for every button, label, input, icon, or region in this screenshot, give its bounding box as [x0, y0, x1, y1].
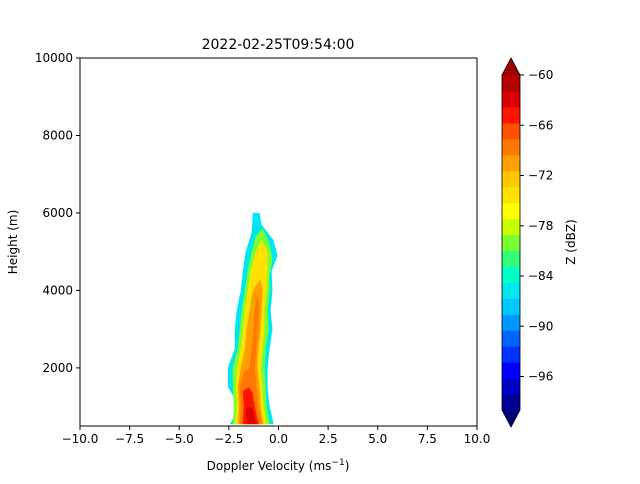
x-tick-label: 10.0 [464, 432, 491, 446]
colorbar-segment [502, 282, 520, 299]
colorbar-segment [502, 218, 520, 236]
colorbar-ticks: −96 −90 −84 −78 −72 −66 −60 [520, 68, 553, 384]
colorbar-tick-label: −96 [528, 370, 553, 384]
colorbar-segment [502, 250, 520, 268]
colorbar-segment [502, 154, 520, 172]
colorbar-tick-label: −66 [528, 118, 553, 132]
colorbar-outline [501, 57, 521, 428]
colorbar-segment [502, 362, 520, 379]
x-axis-label-tail: ) [345, 459, 350, 473]
plot-frame [79, 57, 478, 427]
colorbar-segment [502, 234, 520, 252]
colorbar-tick-label: −84 [528, 269, 553, 283]
colorbar [501, 57, 521, 428]
colorbar-extend-top [502, 58, 520, 75]
x-tick-label: 2.5 [319, 432, 338, 446]
colorbar-tick-label: −78 [528, 219, 553, 233]
x-tick-label: −7.5 [115, 432, 144, 446]
colorbar-segment [502, 170, 520, 188]
y-tick-label: 8000 [42, 128, 73, 142]
y-tick-label: 2000 [42, 361, 73, 375]
x-tick-label: 5.0 [368, 432, 387, 446]
x-tick-label: −2.5 [214, 432, 243, 446]
colorbar-segment [502, 138, 520, 156]
x-tick-label: −10.0 [62, 432, 99, 446]
colorbar-segment [502, 186, 520, 204]
colorbar-segment [502, 378, 520, 395]
x-axis-label-superscript: −1 [331, 458, 344, 468]
colorbar-segment [502, 330, 520, 347]
chart-title: 2022-02-25T09:54:00 [202, 37, 355, 53]
colorbar-segment [502, 106, 520, 124]
colorbar-label: Z (dBZ) [564, 219, 578, 264]
y-tick-label: 4000 [42, 283, 73, 297]
contour-region [245, 406, 256, 425]
colorbar-tick-label: −60 [528, 68, 553, 82]
x-tick-label: −5.0 [165, 432, 194, 446]
x-axis-label: Doppler Velocity (ms−1) [207, 458, 350, 473]
colorbar-segment [502, 266, 520, 283]
x-axis-label-main: Doppler Velocity (ms [207, 459, 332, 473]
colorbar-segment [502, 394, 520, 411]
y-axis: 2000 4000 6000 8000 10000 [35, 51, 80, 375]
y-axis-label: Height (m) [6, 210, 20, 275]
y-tick-label: 6000 [42, 206, 73, 220]
x-tick-label: 7.5 [418, 432, 437, 446]
colorbar-segment [502, 90, 520, 108]
colorbar-tick-label: −90 [528, 319, 553, 333]
colorbar-segment [502, 202, 520, 220]
colorbar-segment [502, 122, 520, 140]
colorbar-segment [502, 298, 520, 315]
colorbar-tick-label: −72 [528, 169, 553, 183]
colorbar-segment [502, 75, 520, 92]
contour-layer [227, 212, 278, 425]
colorbar-extend-bottom [502, 410, 520, 427]
x-axis: −10.0 −7.5 −5.0 −2.5 0.0 2.5 5.0 7.5 10.0 [62, 426, 491, 446]
colorbar-segment [502, 314, 520, 331]
x-tick-label: 0.0 [269, 432, 288, 446]
y-tick-label: 10000 [35, 51, 73, 65]
colorbar-segment [502, 346, 520, 363]
